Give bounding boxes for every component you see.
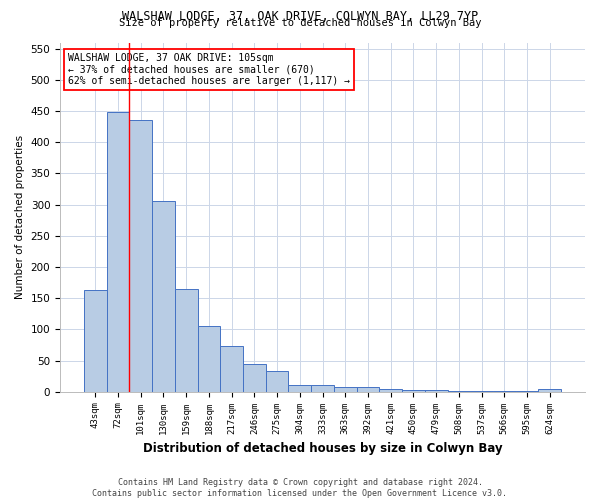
X-axis label: Distribution of detached houses by size in Colwyn Bay: Distribution of detached houses by size … [143,442,502,455]
Bar [243,364,266,392]
Text: Size of property relative to detached houses in Colwyn Bay: Size of property relative to detached ho… [119,18,481,28]
Bar [515,391,538,392]
Y-axis label: Number of detached properties: Number of detached properties [15,135,25,299]
Bar [152,201,175,392]
Bar [379,389,402,392]
Bar [289,386,311,392]
Text: Contains HM Land Registry data © Crown copyright and database right 2024.
Contai: Contains HM Land Registry data © Crown c… [92,478,508,498]
Bar [220,346,243,392]
Text: WALSHAW LODGE, 37 OAK DRIVE: 105sqm
← 37% of detached houses are smaller (670)
6: WALSHAW LODGE, 37 OAK DRIVE: 105sqm ← 37… [68,53,350,86]
Bar [334,388,356,392]
Bar [493,391,515,392]
Text: WALSHAW LODGE, 37, OAK DRIVE, COLWYN BAY, LL29 7YP: WALSHAW LODGE, 37, OAK DRIVE, COLWYN BAY… [122,10,478,23]
Bar [84,290,107,392]
Bar [311,386,334,392]
Bar [130,120,152,392]
Bar [538,389,561,392]
Bar [197,326,220,392]
Bar [356,388,379,392]
Bar [448,391,470,392]
Bar [175,289,197,392]
Bar [402,390,425,392]
Bar [470,391,493,392]
Bar [266,371,289,392]
Bar [107,112,130,392]
Bar [425,390,448,392]
